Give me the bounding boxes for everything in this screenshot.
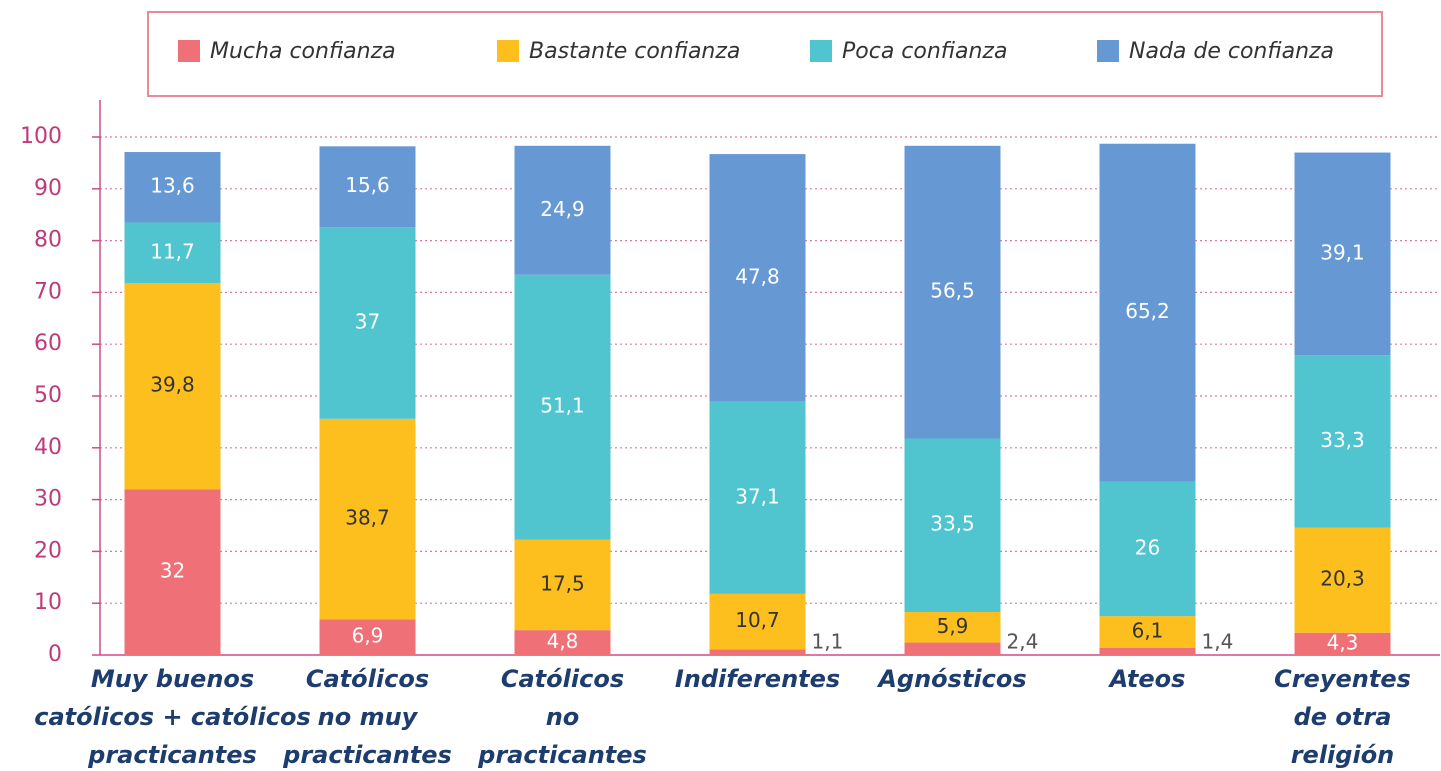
bar-segment: [709, 154, 806, 402]
bar-segment: [1099, 143, 1196, 482]
bar-segment: [514, 145, 611, 275]
bar-segment: [319, 418, 416, 620]
y-tick-label: 0: [48, 642, 62, 667]
y-tick-label: 90: [34, 176, 62, 201]
value-label: 47,8: [735, 264, 780, 288]
legend-swatch: [1097, 40, 1119, 62]
x-tick-line: Ateos: [1108, 665, 1186, 693]
value-label: 1,4: [1202, 630, 1234, 654]
x-tick-label: Ateos: [1108, 665, 1186, 693]
value-label: 51,1: [540, 394, 585, 418]
value-label: 24,9: [540, 197, 585, 221]
x-tick-line: Católicos: [306, 665, 429, 693]
x-tick-label: Católicos no practicantes: [477, 665, 647, 769]
value-label: 6,9: [352, 624, 384, 648]
bar-segment: [1294, 632, 1391, 655]
legend-swatch: [497, 40, 519, 62]
legend-label: Nada de confianza: [1129, 39, 1334, 64]
bar-segment: [904, 145, 1001, 439]
bar-segment: [904, 438, 1001, 613]
x-tick-line: practicantes: [282, 741, 452, 769]
value-label: 17,5: [540, 571, 585, 595]
x-tick-line: Agnósticos: [876, 665, 1026, 693]
value-label: 39,1: [1320, 240, 1365, 264]
bar-segment: [514, 274, 611, 540]
x-tick-line: Católicos: [501, 665, 624, 693]
bar-segment: [124, 283, 221, 490]
value-label: 4,8: [547, 629, 579, 653]
value-label: 20,3: [1320, 567, 1365, 591]
value-label: 11,7: [150, 239, 195, 263]
bar-segment: [1294, 152, 1391, 356]
bar-segment: [1294, 355, 1391, 528]
value-label: 38,7: [345, 506, 390, 530]
legend-box: [147, 11, 1383, 97]
bar-segment: [319, 227, 416, 419]
bar-segment: [319, 619, 416, 655]
value-label: 37: [355, 309, 380, 333]
bar-segment: [319, 146, 416, 228]
x-tick-line: no muy: [318, 703, 419, 731]
bar-segment: [1099, 647, 1196, 655]
x-tick-line: no: [546, 703, 580, 731]
bar-segment: [904, 642, 1001, 655]
y-tick-label: 30: [34, 487, 62, 512]
x-tick-label: Indiferentes: [675, 665, 840, 693]
x-tick-line: Indiferentes: [675, 665, 840, 693]
bar-segment: [1099, 616, 1196, 648]
bar-segment: [1294, 527, 1391, 633]
value-label: 4,3: [1327, 630, 1359, 654]
bar-segment: [514, 630, 611, 655]
x-tick-line: religión: [1291, 741, 1395, 769]
legend-label: Mucha confianza: [210, 39, 396, 64]
y-tick-label: 50: [34, 383, 62, 408]
value-label: 2,4: [1007, 630, 1039, 654]
legend-swatch: [178, 40, 200, 62]
bar-segment: [1099, 481, 1196, 617]
y-tick-label: 80: [34, 228, 62, 253]
value-label: 13,6: [150, 174, 195, 198]
value-label: 56,5: [930, 279, 975, 303]
value-label: 65,2: [1125, 299, 1170, 323]
x-tick-line: practicantes: [477, 741, 647, 769]
bar-segment: [709, 401, 806, 594]
y-tick-label: 100: [20, 124, 62, 149]
y-tick-label: 10: [34, 590, 62, 615]
y-tick-label: 40: [34, 435, 62, 460]
legend-label: Poca confianza: [842, 39, 1007, 64]
bar-segment: [124, 222, 221, 284]
value-label: 33,3: [1320, 428, 1365, 452]
x-tick-label: Creyentes de otra religión: [1274, 665, 1411, 769]
legend-label: Bastante confianza: [529, 39, 740, 64]
value-label: 33,5: [930, 512, 975, 536]
bar-segment: [124, 152, 221, 223]
x-tick-label: Católicos no muy practicantes: [282, 665, 452, 769]
x-tick-label: Muy buenos católicos + católicos practican…: [34, 665, 311, 769]
value-label: 32: [160, 559, 185, 583]
y-tick-label: 60: [34, 331, 62, 356]
bar-segment: [709, 649, 806, 655]
value-label: 39,8: [150, 373, 195, 397]
value-label: 10,7: [735, 608, 780, 632]
bar-segment: [124, 489, 221, 655]
value-label: 26: [1135, 535, 1160, 559]
value-label: 6,1: [1132, 618, 1164, 642]
value-label: 5,9: [937, 614, 969, 638]
x-tick-line: de otra: [1294, 703, 1392, 731]
value-label: 1,1: [812, 630, 844, 654]
bar-segment: [709, 593, 806, 650]
value-label: 37,1: [735, 484, 780, 508]
bar-segment: [904, 612, 1001, 643]
bar-segment: [514, 539, 611, 631]
legend-swatch: [810, 40, 832, 62]
x-tick-line: católicos + católicos: [34, 703, 311, 731]
x-tick-line: Muy buenos: [91, 665, 254, 693]
y-tick-label: 70: [34, 279, 62, 304]
y-tick-label: 20: [34, 538, 62, 563]
x-tick-label: Agnósticos: [876, 665, 1026, 693]
value-label: 15,6: [345, 173, 390, 197]
x-tick-line: Creyentes: [1274, 665, 1411, 693]
x-tick-line: practicantes: [87, 741, 257, 769]
